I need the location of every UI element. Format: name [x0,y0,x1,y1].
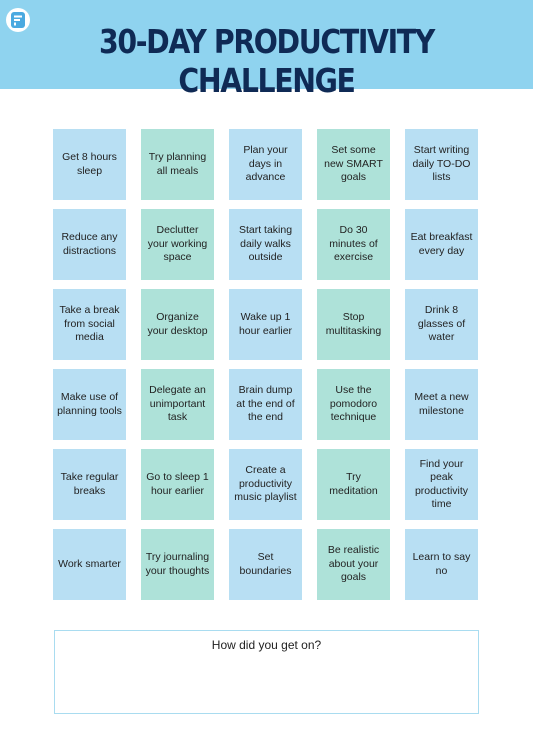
tile-label: Do 30 minutes of exercise [329,224,378,264]
tile-label: Set some new SMART goals [324,144,383,184]
tile-label: Create a productivity music playlist [234,464,297,504]
tile-label: Eat breakfast every day [410,231,473,257]
tile-label: Try planning all meals [148,151,207,177]
tile-label: Take regular breaks [60,471,119,497]
challenge-tile: Create a productivity music playlist [229,449,302,520]
tile-label: Brain dump at the end of the end [236,384,295,424]
challenge-tile: Wake up 1 hour earlier [229,289,302,360]
app-logo-icon [6,8,30,32]
tile-label: Be realistic about your goals [327,544,380,584]
tile-label: Wake up 1 hour earlier [238,311,293,337]
challenge-tile: Meet a new milestone [405,369,478,440]
tile-label: Delegate an unimportant task [149,384,206,424]
challenge-tile: Declutter your working space [141,209,214,280]
challenge-tile: Do 30 minutes of exercise [317,209,390,280]
tile-label: Work smarter [58,557,121,570]
challenge-tile: Get 8 hours sleep [53,129,126,200]
tile-label: Set boundaries [239,551,292,577]
tile-label: Stop multitasking [325,311,382,337]
challenge-tile: Try planning all meals [141,129,214,200]
tile-label: Use the pomodoro technique [329,384,378,424]
tile-label: Learn to say no [412,551,471,577]
challenge-tile: Set some new SMART goals [317,129,390,200]
challenge-tile: Plan your days in advance [229,129,302,200]
challenge-tile: Go to sleep 1 hour earlier [141,449,214,520]
tile-label: Take a break from social media [59,304,120,344]
tile-label: Organize your desktop [147,311,208,337]
tile-label: Try meditation [329,471,378,497]
challenge-tile: Be realistic about your goals [317,529,390,600]
challenge-grid: Get 8 hours sleep Try planning all meals… [53,129,478,600]
challenge-tile: Set boundaries [229,529,302,600]
challenge-tile: Learn to say no [405,529,478,600]
challenge-tile: Make use of planning tools [53,369,126,440]
tile-label: Try journaling your thoughts [145,551,210,577]
challenge-tile: Take regular breaks [53,449,126,520]
reflection-box[interactable]: How did you get on? [54,630,479,714]
challenge-tile: Take a break from social media [53,289,126,360]
challenge-tile: Reduce any distractions [53,209,126,280]
tile-label: Find your peak productivity time [414,457,469,511]
challenge-tile: Delegate an unimportant task [141,369,214,440]
challenge-tile: Stop multitasking [317,289,390,360]
tile-label: Reduce any distractions [61,231,118,257]
challenge-tile: Try meditation [317,449,390,520]
challenge-tile: Organize your desktop [141,289,214,360]
challenge-tile: Find your peak productivity time [405,449,478,520]
challenge-tile: Try journaling your thoughts [141,529,214,600]
challenge-tile: Use the pomodoro technique [317,369,390,440]
header-banner: 30-DAY PRODUCTIVITY CHALLENGE [0,0,533,100]
challenge-tile: Start taking daily walks outside [229,209,302,280]
challenge-tile: Work smarter [53,529,126,600]
page-title: 30-DAY PRODUCTIVITY CHALLENGE [99,22,435,100]
challenge-tile: Start writing daily TO-DO lists [405,129,478,200]
tile-label: Drink 8 glasses of water [417,304,466,344]
tile-label: Go to sleep 1 hour earlier [146,471,209,497]
tile-label: Start taking daily walks outside [238,224,293,264]
challenge-tile: Brain dump at the end of the end [229,369,302,440]
challenge-tile: Eat breakfast every day [405,209,478,280]
tile-label: Start writing daily TO-DO lists [412,144,471,184]
tile-label: Declutter your working space [147,224,208,264]
reflection-question: How did you get on? [211,638,322,652]
tile-label: Get 8 hours sleep [62,151,117,177]
challenge-tile: Drink 8 glasses of water [405,289,478,360]
tile-label: Make use of planning tools [57,391,122,417]
tile-label: Plan your days in advance [243,144,288,184]
tile-label: Meet a new milestone [414,391,469,417]
